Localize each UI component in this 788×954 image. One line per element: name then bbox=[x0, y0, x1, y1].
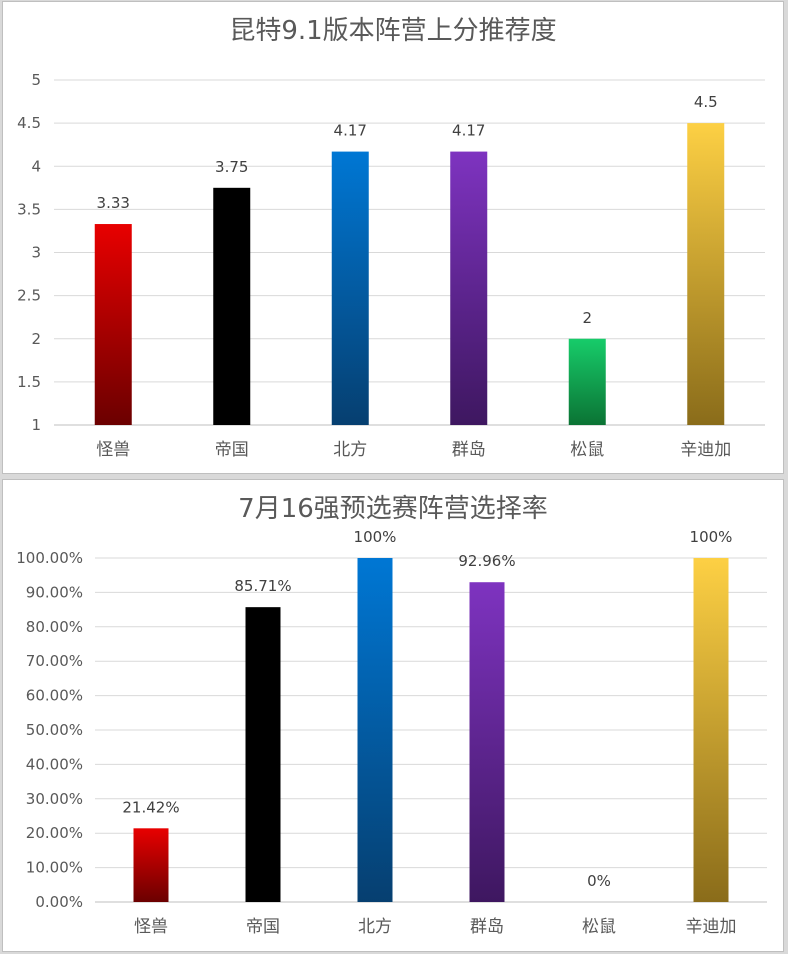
y-tick-label: 4 bbox=[31, 157, 41, 175]
y-tick-label: 10.00% bbox=[26, 859, 83, 877]
y-tick-label: 80.00% bbox=[26, 618, 83, 636]
x-category-label: 辛迪加 bbox=[686, 917, 737, 937]
bar-5 bbox=[568, 338, 606, 425]
data-label: 100% bbox=[354, 528, 397, 546]
data-label: 100% bbox=[690, 528, 733, 546]
data-label: 85.71% bbox=[234, 577, 291, 595]
x-category-label: 怪兽 bbox=[134, 917, 168, 937]
bar-2 bbox=[213, 187, 251, 425]
y-tick-label: 70.00% bbox=[26, 652, 83, 670]
y-tick-label: 1 bbox=[31, 416, 41, 434]
y-tick-label: 20.00% bbox=[26, 824, 83, 842]
x-category-label: 帝国 bbox=[246, 917, 280, 937]
chart-title: 昆特9.1版本阵营上分推荐度 bbox=[229, 16, 557, 46]
data-label: 92.96% bbox=[458, 552, 515, 570]
y-tick-label: 3 bbox=[31, 244, 41, 262]
data-label: 21.42% bbox=[122, 798, 179, 816]
y-tick-label: 100.00% bbox=[16, 549, 83, 567]
bar-4 bbox=[469, 582, 505, 902]
bar-1 bbox=[94, 224, 132, 425]
bar-6 bbox=[693, 558, 729, 902]
y-tick-label: 90.00% bbox=[26, 583, 83, 601]
y-tick-label: 4.5 bbox=[17, 114, 41, 132]
x-category-label: 北方 bbox=[358, 917, 392, 937]
chart-title: 7月16强预选赛阵营选择率 bbox=[238, 494, 548, 524]
y-tick-label: 2 bbox=[31, 330, 41, 348]
x-category-label: 怪兽 bbox=[96, 440, 130, 460]
y-tick-label: 60.00% bbox=[26, 687, 83, 705]
x-category-label: 群岛 bbox=[452, 440, 486, 460]
data-label: 4.17 bbox=[334, 122, 367, 140]
y-tick-label: 40.00% bbox=[26, 755, 83, 773]
data-label: 2 bbox=[582, 309, 592, 327]
y-tick-label: 50.00% bbox=[26, 721, 83, 739]
bar-6 bbox=[687, 123, 725, 425]
x-category-label: 北方 bbox=[333, 440, 367, 460]
x-category-label: 群岛 bbox=[470, 917, 504, 937]
y-tick-label: 0.00% bbox=[35, 893, 83, 911]
y-tick-label: 2.5 bbox=[17, 287, 41, 305]
y-tick-label: 5 bbox=[31, 71, 41, 89]
x-category-label: 松鼠 bbox=[570, 440, 604, 460]
data-label: 0% bbox=[587, 872, 611, 890]
y-tick-label: 3.5 bbox=[17, 200, 41, 218]
x-category-label: 帝国 bbox=[215, 440, 249, 460]
data-label: 3.75 bbox=[215, 158, 248, 176]
data-label: 4.5 bbox=[694, 93, 718, 111]
bar-1 bbox=[133, 828, 169, 902]
bar-chart-recommendation: 1 1.5 2 2.5 3 3.5 4 4.5 5 3.33 怪兽 3.75 帝国 4.17 北方 4.17 群… bbox=[17, 71, 765, 460]
chart-panel-recommendation: 昆特9.1版本阵营上分推荐度 1 1.5 2 2.5 3 3.5 4 4.5 5 3.33 怪兽 3.… bbox=[2, 1, 784, 474]
bar-chart-selection-rate: 0.00% 10.00% 20.00% 30.00% 40.00% 50.00% 60.00… bbox=[16, 528, 767, 937]
y-tick-label: 30.00% bbox=[26, 790, 83, 808]
data-label: 4.17 bbox=[452, 122, 485, 140]
bar-3 bbox=[357, 558, 393, 902]
x-category-label: 辛迪加 bbox=[680, 440, 731, 460]
data-label: 3.33 bbox=[97, 194, 130, 212]
bar-2 bbox=[245, 607, 281, 902]
chart-panel-selection-rate: 7月16强预选赛阵营选择率 0.00% 10.00% 20.00% 30.00% 40.… bbox=[2, 479, 784, 952]
y-tick-label: 1.5 bbox=[17, 373, 41, 391]
bar-4 bbox=[450, 151, 488, 425]
bar-3 bbox=[331, 151, 369, 425]
x-category-label: 松鼠 bbox=[582, 917, 616, 937]
